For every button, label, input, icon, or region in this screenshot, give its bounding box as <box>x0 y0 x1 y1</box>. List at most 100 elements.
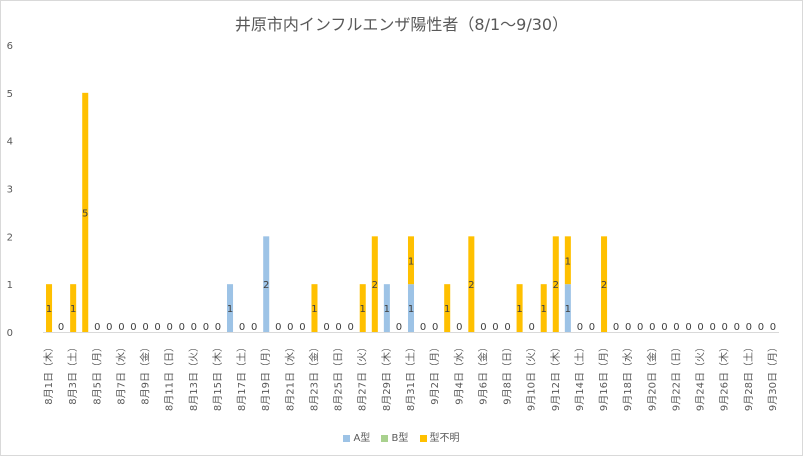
bar-segment <box>227 284 234 332</box>
bar-segment <box>407 236 415 285</box>
bar-segment <box>564 284 571 332</box>
y-tick-label: 4 <box>7 137 13 148</box>
data-label-zero: 0 <box>492 322 498 333</box>
x-tick-label: 8月7日（水） <box>115 342 127 405</box>
data-label-zero: 0 <box>770 322 776 333</box>
data-label-zero: 0 <box>106 322 112 333</box>
bar-segment <box>46 284 53 332</box>
data-label: 1 <box>46 304 52 315</box>
data-label-zero: 0 <box>746 322 752 333</box>
x-tick-label: 9月18日（水） <box>622 342 634 411</box>
data-label: 1 <box>360 304 366 315</box>
bar-segment <box>564 236 571 285</box>
data-label-zero: 0 <box>275 322 281 333</box>
x-tick-label: 8月15日（木） <box>212 342 224 411</box>
bar-segment <box>263 236 270 332</box>
data-label: 1 <box>565 304 571 315</box>
data-label-zero: 0 <box>432 322 438 333</box>
data-label-zero: 0 <box>179 322 185 333</box>
data-label-zero: 0 <box>347 322 353 333</box>
x-tick-label: 8月13日（火） <box>188 342 200 411</box>
data-label: 1 <box>311 304 317 315</box>
data-label-zero: 0 <box>130 322 136 333</box>
data-label-zero: 0 <box>323 322 329 333</box>
data-label-zero: 0 <box>251 322 257 333</box>
data-label-zero: 0 <box>420 322 426 333</box>
data-label-zero: 0 <box>191 322 197 333</box>
legend-label-unknown: 型不明 <box>429 433 460 444</box>
bar-segment <box>383 284 390 332</box>
y-tick-label: 2 <box>7 232 13 243</box>
data-label-zero: 0 <box>685 322 691 333</box>
x-tick-label: 9月10日（火） <box>526 342 538 411</box>
data-label: 1 <box>408 256 414 267</box>
data-label: 2 <box>372 280 378 291</box>
data-label-zero: 0 <box>118 322 124 333</box>
data-label-zero: 0 <box>528 322 534 333</box>
data-label-zero: 0 <box>734 322 740 333</box>
x-tick-label: 9月30日（月） <box>767 342 779 411</box>
x-tick-label: 8月11日（日） <box>164 342 176 411</box>
legend-item-unknown: 型不明 <box>419 429 460 444</box>
legend-label-b: B型 <box>391 433 409 444</box>
bar-segment <box>82 92 89 332</box>
data-label: 1 <box>444 304 450 315</box>
x-tick-label: 8月27日（火） <box>357 342 369 411</box>
data-label: 2 <box>601 280 607 291</box>
data-label: 2 <box>468 280 474 291</box>
data-label-zero: 0 <box>203 322 209 333</box>
y-tick-label: 5 <box>7 89 13 100</box>
x-tick-label: 9月28日（土） <box>742 342 755 411</box>
bar-segment <box>552 236 559 332</box>
data-label-zero: 0 <box>504 322 510 333</box>
data-label-zero: 0 <box>697 322 703 333</box>
legend: A型 B型 型不明 <box>1 429 802 444</box>
x-tick-label: 8月5日（月） <box>91 342 103 405</box>
bar-segment <box>444 284 451 332</box>
x-tick-label: 8月17日（土） <box>235 342 248 411</box>
data-label-zero: 0 <box>589 322 595 333</box>
x-tick-label: 8月29日（木） <box>381 342 393 411</box>
x-tick-label: 8月19日（月） <box>260 342 272 411</box>
y-tick-label: 1 <box>7 280 13 291</box>
bar-segment <box>540 284 547 332</box>
data-label: 1 <box>408 304 414 315</box>
x-tick-label: 9月12日（木） <box>550 342 562 411</box>
x-tick-label: 9月2日（月） <box>429 342 441 405</box>
bar-segment <box>70 284 77 332</box>
x-tick-label: 8月9日（金） <box>139 342 152 405</box>
data-label-zero: 0 <box>625 322 631 333</box>
x-tick-label: 9月26日（木） <box>719 342 731 411</box>
legend-item-a: A型 <box>343 429 370 444</box>
x-tick-label: 9月6日（金） <box>476 342 489 405</box>
x-tick-label: 9月14日（土） <box>573 342 586 411</box>
x-tick-label: 8月23日（金） <box>307 342 320 411</box>
legend-label-a: A型 <box>353 433 371 444</box>
y-tick-label: 3 <box>7 185 13 196</box>
data-label-zero: 0 <box>215 322 221 333</box>
data-label-zero: 0 <box>758 322 764 333</box>
data-label-zero: 0 <box>94 322 100 333</box>
x-tick-label: 9月8日（日） <box>502 342 514 405</box>
x-tick-label: 9月20日（金） <box>645 342 658 411</box>
data-label-zero: 0 <box>709 322 715 333</box>
chart-title: 井原市内インフルエンザ陽性者（8/1～9/30） <box>234 15 569 34</box>
x-tick-label: 9月22日（日） <box>670 342 682 411</box>
legend-swatch-a <box>343 434 351 442</box>
data-label-zero: 0 <box>335 322 341 333</box>
x-tick-label: 9月16日（月） <box>598 342 610 411</box>
data-label: 2 <box>553 280 559 291</box>
data-label-zero: 0 <box>649 322 655 333</box>
bar-segment <box>359 284 366 332</box>
data-label-zero: 0 <box>577 322 583 333</box>
bar-segment <box>601 236 608 332</box>
data-label: 1 <box>227 304 233 315</box>
x-tick-label: 8月25日（日） <box>333 342 345 411</box>
legend-swatch-b <box>381 434 389 442</box>
bar-segment <box>407 284 415 332</box>
data-label-zero: 0 <box>480 322 486 333</box>
x-tick-label: 8月3日（土） <box>66 342 79 405</box>
data-label-zero: 0 <box>613 322 619 333</box>
